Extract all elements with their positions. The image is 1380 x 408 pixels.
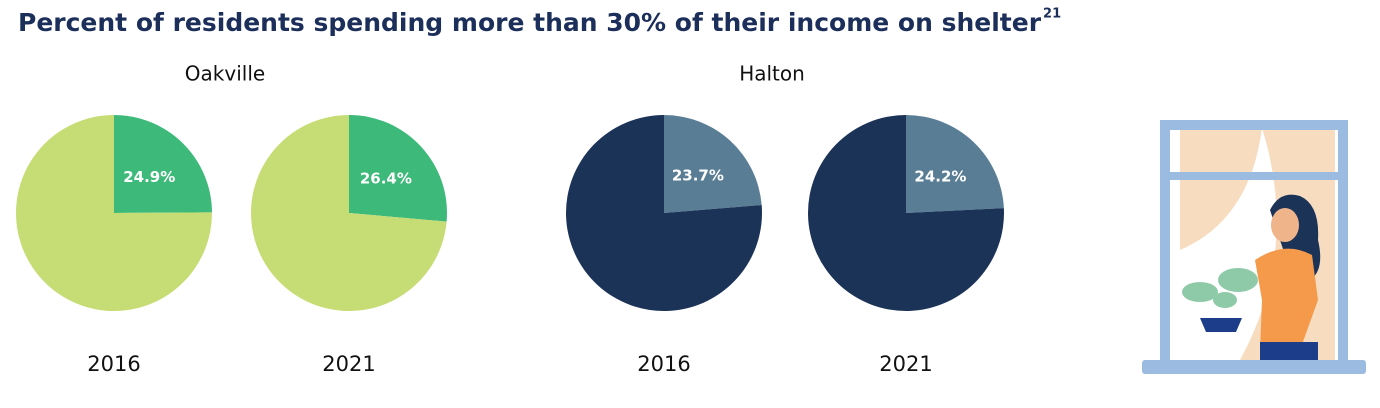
illustration [1142, 120, 1366, 374]
pie-label: 2021 [879, 352, 932, 376]
pie-slice [664, 115, 762, 213]
pie-label: 2016 [637, 352, 690, 376]
title: Percent of residents spending more than … [18, 8, 1042, 37]
value-label: 24.2% [914, 167, 966, 185]
value-label: 26.4% [360, 170, 412, 188]
value-label: 24.9% [123, 168, 175, 186]
pie-slice [906, 115, 1004, 213]
title-note: 21 [1043, 7, 1061, 22]
group-title: Oakville [185, 62, 265, 86]
pie-slice [566, 115, 762, 311]
pie-slice [807, 115, 1004, 311]
pie-slice [250, 115, 447, 311]
pie-label: 2016 [87, 352, 140, 376]
pie-slice [15, 115, 212, 311]
value-label: 23.7% [672, 167, 724, 185]
group-title: Halton [739, 62, 805, 86]
pie-label: 2021 [322, 352, 375, 376]
pie-slice [114, 115, 212, 213]
pie-slice [349, 115, 448, 222]
